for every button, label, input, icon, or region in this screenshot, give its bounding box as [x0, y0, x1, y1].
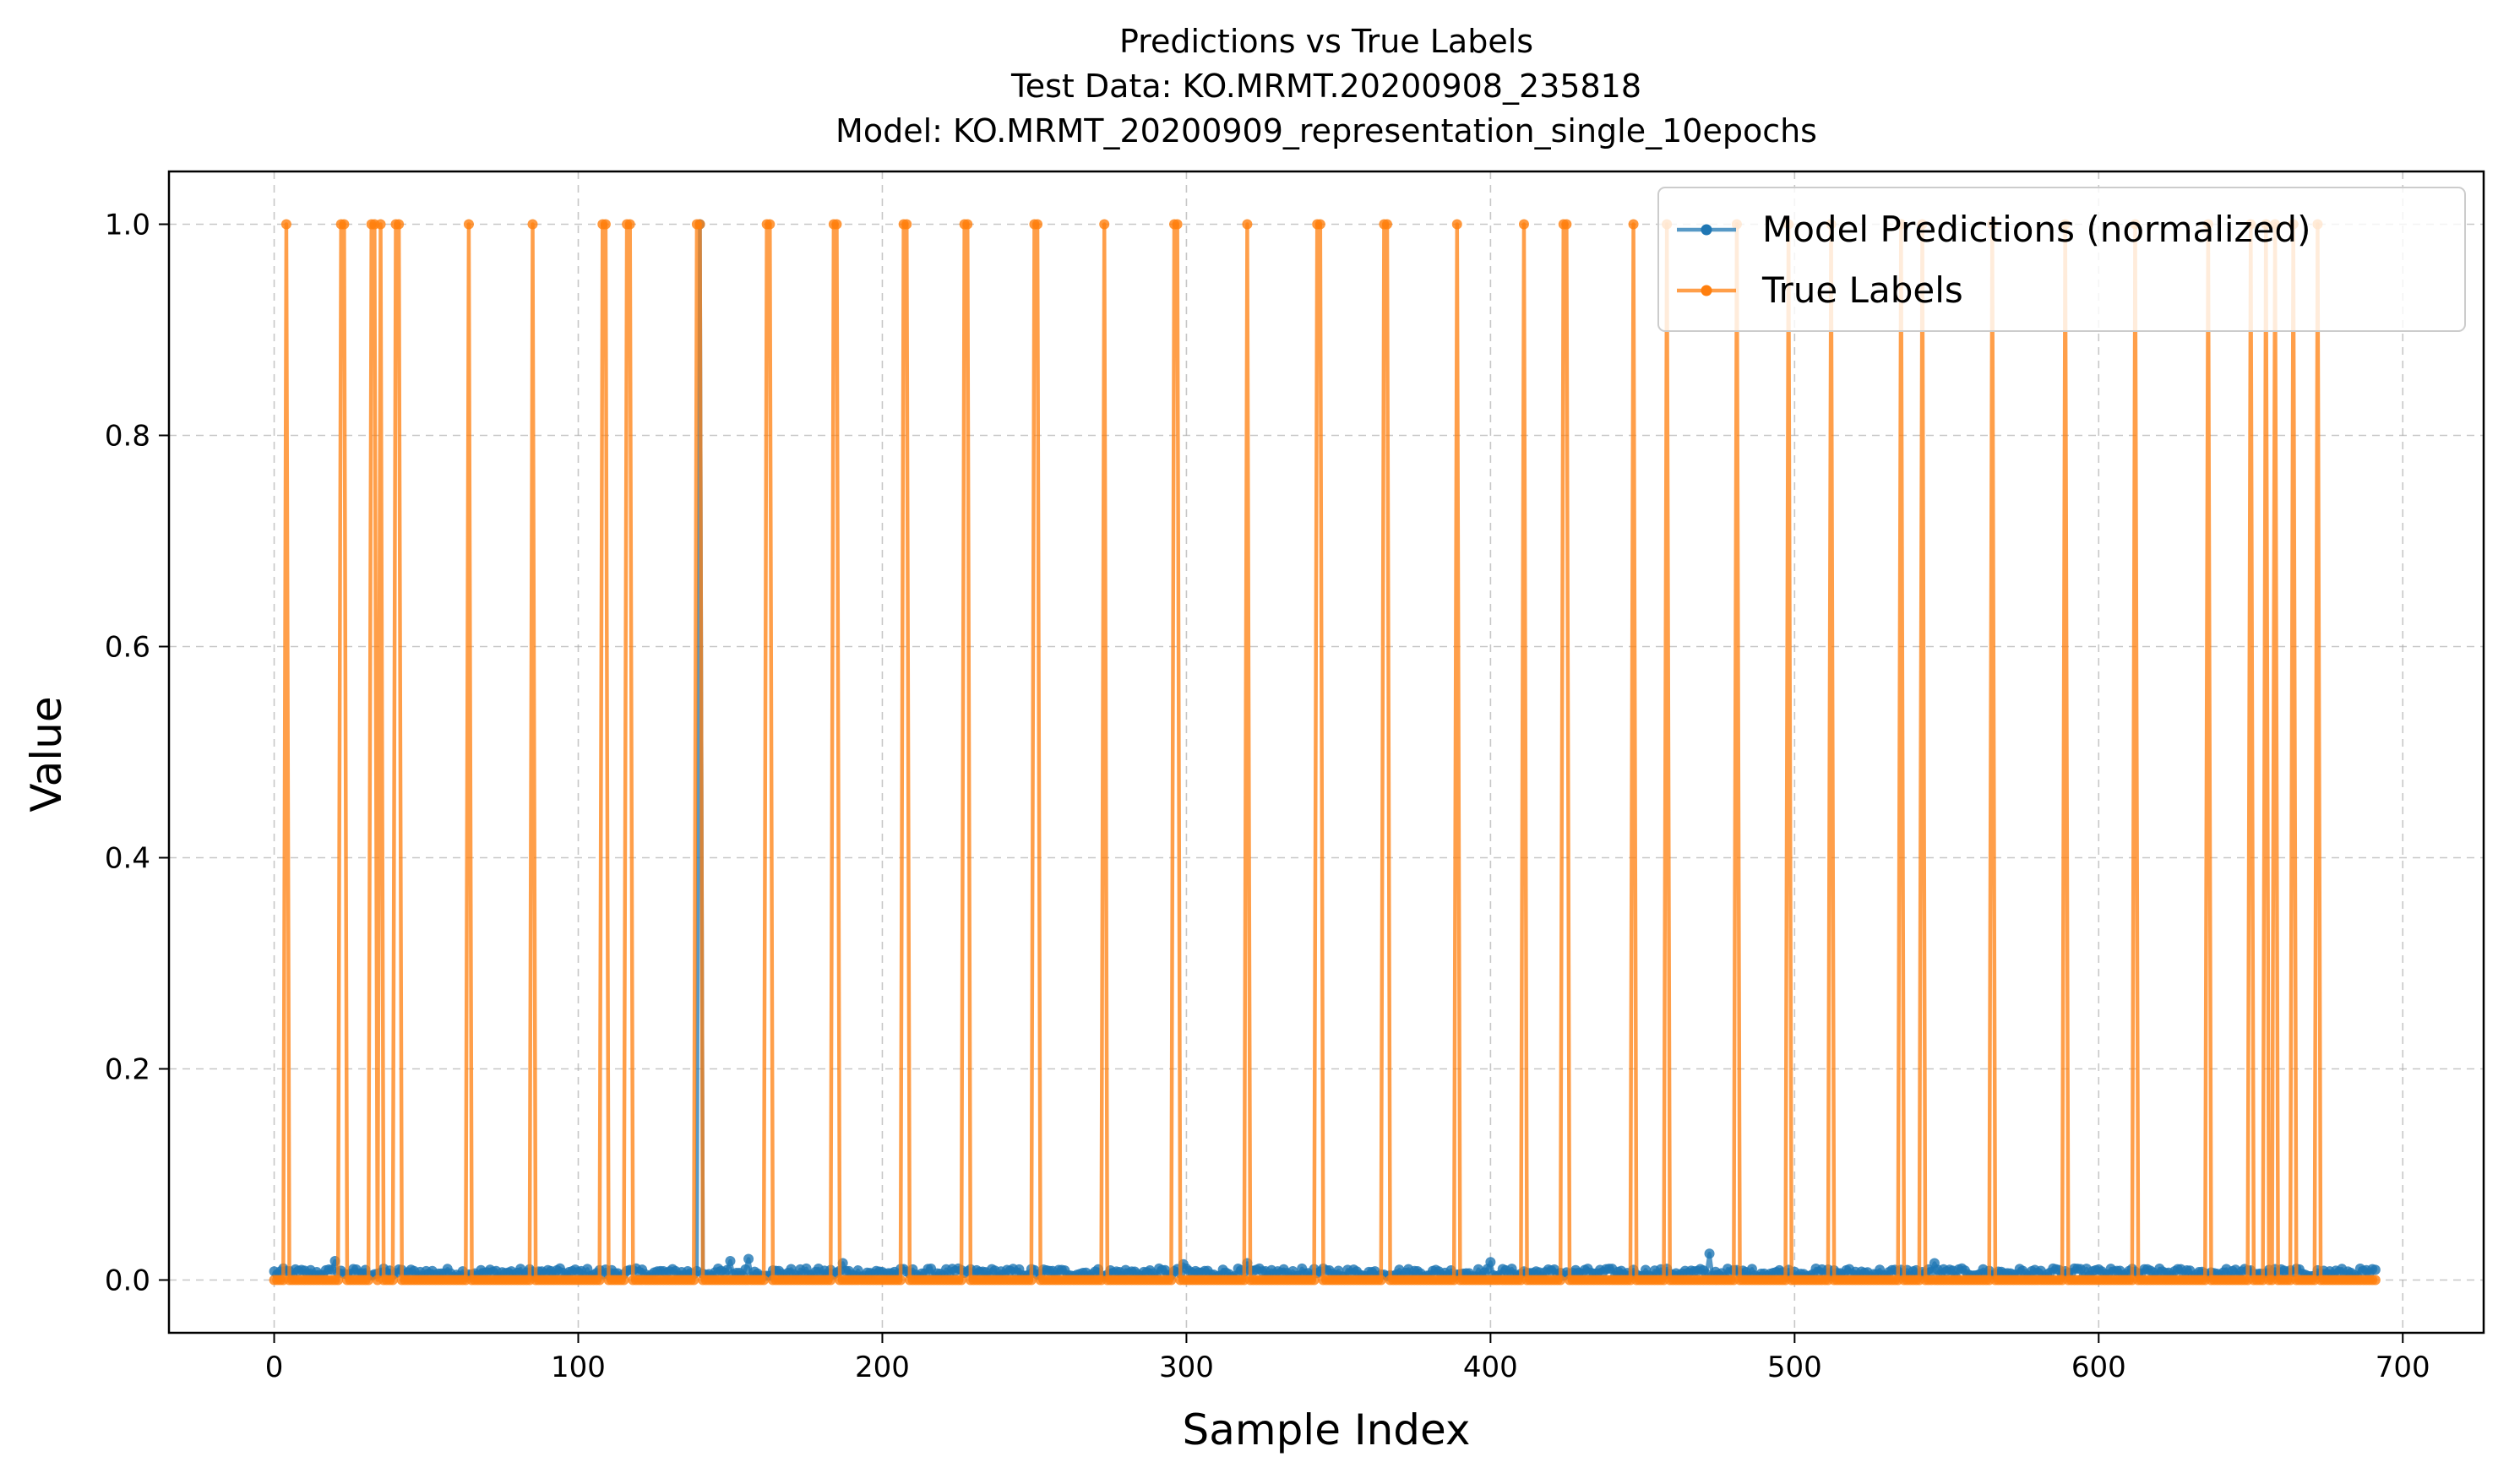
x-tick-label: 100 [551, 1351, 606, 1384]
true-label-point [1561, 219, 1572, 230]
true-label-point [1166, 1275, 1177, 1286]
true-label-point [594, 1275, 605, 1286]
y-tick-label: 0.2 [105, 1053, 150, 1087]
prediction-point [1704, 1248, 1715, 1259]
true-label-point [901, 219, 912, 230]
y-tick-label: 0.8 [105, 420, 150, 454]
true-label-point [1451, 219, 1462, 230]
true-label-point [463, 219, 474, 230]
legend-item: Model Predictions (normalized) [1677, 209, 2310, 250]
y-axis-label: Value [22, 696, 71, 812]
true-label-point [1172, 219, 1183, 230]
true-label-point [387, 1275, 398, 1286]
y-tick-label: 0.4 [105, 842, 150, 876]
true-label-point [1628, 219, 1639, 230]
true-label-point [1555, 1275, 1566, 1286]
plot-frame [167, 170, 2485, 1335]
legend-marker [1701, 285, 1712, 296]
x-tick-label: 600 [2071, 1351, 2126, 1384]
legend-label: Model Predictions (normalized) [1762, 209, 2310, 250]
true-label-point [1375, 1275, 1386, 1286]
true-label-point [1032, 219, 1043, 230]
x-axis-label: Sample Index [1182, 1405, 1470, 1454]
true-label-point [375, 219, 386, 230]
y-tick-label: 0.0 [105, 1264, 150, 1298]
true-label-point [831, 219, 842, 230]
true-label-point [363, 1275, 374, 1286]
prediction-line [272, 222, 2376, 1279]
true-label-point [825, 1275, 836, 1286]
true-label-point [688, 1275, 699, 1286]
legend-item: True Labels [1677, 269, 1963, 311]
chart-title-line-3: Model: KO.MRMT_20200909_representation_s… [835, 112, 1817, 149]
true-label-point [339, 219, 350, 230]
true-label-point [694, 219, 705, 230]
true-label-point [2370, 1275, 2381, 1286]
prediction-point [743, 1253, 754, 1264]
chart-title-line-1: Predictions vs True Labels [1119, 23, 1533, 60]
true-label-point [600, 219, 611, 230]
series-layer [269, 219, 2381, 1286]
true-label-point [333, 1275, 344, 1286]
prediction-point [725, 1256, 736, 1266]
prediction-point [1485, 1257, 1496, 1268]
x-tick-label: 700 [2376, 1351, 2430, 1384]
grid-lines [169, 171, 2484, 1333]
legend-box [1657, 187, 2466, 332]
chart-title-line-2: Test Data: KO.MRMT.20200908_235818 [1010, 68, 1641, 105]
true-label-point [1518, 219, 1529, 230]
true-label-point [895, 1275, 906, 1286]
true-label-point [394, 219, 405, 230]
true-label-point [1242, 219, 1253, 230]
axis-ticks: 0 100 200 300 400 500 600 700 0.0 0.2 0.4 0.6 0.8 1.0 [105, 209, 2430, 1385]
true-label-line [274, 222, 2376, 1282]
x-tick-label: 300 [1159, 1351, 1214, 1384]
true-label-point [1026, 1275, 1037, 1286]
legend: Model Predictions (normalized) True Label… [1657, 187, 2466, 332]
true-label-point [759, 1275, 770, 1286]
true-label-point [1309, 1275, 1320, 1286]
legend-label: True Labels [1761, 269, 1963, 311]
prediction-point [740, 1264, 751, 1275]
legend-marker [1701, 224, 1712, 236]
x-tick-label: 0 [265, 1351, 284, 1384]
true-label-series [269, 219, 2381, 1286]
y-tick-label: 0.6 [105, 631, 150, 665]
true-label-point [624, 219, 635, 230]
x-tick-label: 400 [1463, 1351, 1518, 1384]
true-label-point [280, 219, 291, 230]
x-tick-label: 500 [1767, 1351, 1822, 1384]
true-label-point [1099, 219, 1110, 230]
true-label-point [962, 219, 973, 230]
chart-title: Predictions vs True Labels Test Data: KO… [835, 23, 1817, 149]
true-label-point [527, 219, 538, 230]
y-tick-label: 1.0 [105, 209, 150, 242]
true-label-point [765, 219, 776, 230]
true-label-point [618, 1275, 629, 1286]
true-label-point [956, 1275, 967, 1286]
x-tick-label: 200 [855, 1351, 910, 1384]
prediction-point [2370, 1264, 2381, 1275]
true-label-point [1381, 219, 1392, 230]
true-label-point [1314, 219, 1325, 230]
